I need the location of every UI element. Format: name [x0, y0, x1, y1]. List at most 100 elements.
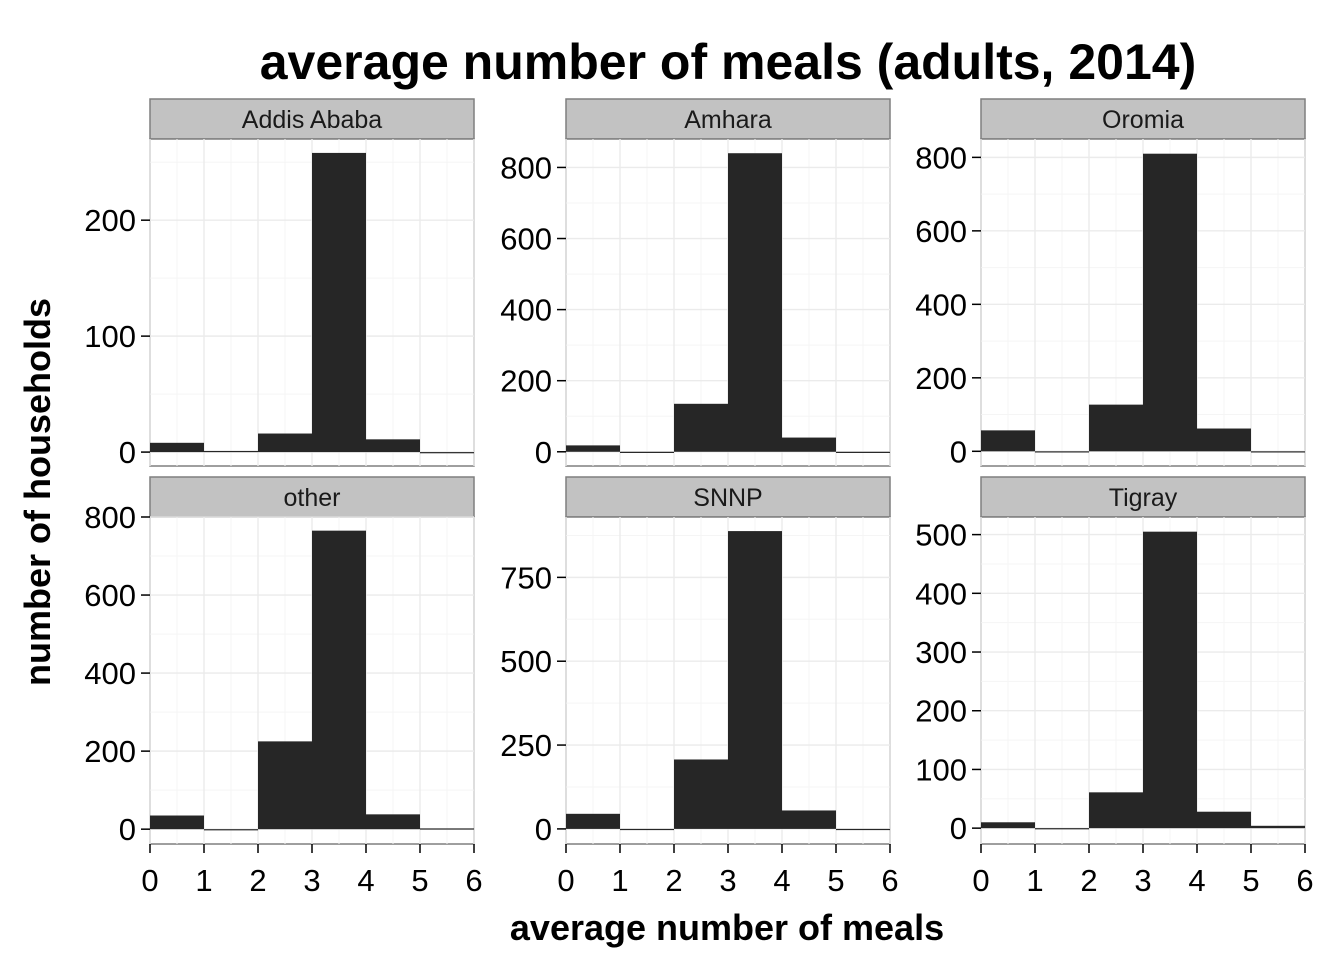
y-tick-label: 400 [500, 293, 552, 328]
y-tick-label: 200 [84, 734, 136, 769]
y-tick-label: 0 [119, 435, 136, 470]
y-tick-label: 0 [535, 812, 552, 847]
panel-strip-label-oromia: Oromia [1102, 106, 1184, 134]
panel-addis-ababa: Addis Ababa 0 100 200 [84, 98, 475, 470]
y-tick-label: 100 [915, 752, 967, 787]
bar-amhara-2-3 [674, 403, 728, 452]
y-tick-label: 400 [84, 656, 136, 691]
bar-oromia-5-6 [1251, 451, 1305, 453]
bar-amhara-3-4 [728, 153, 782, 452]
panel-snnp: SNNP 0 250 500 750 0 1 2 3 4 5 6 [500, 476, 899, 898]
panel-tigray: Tigray 0 100 200 300 400 500 0 1 2 3 4 5 6 [915, 476, 1314, 898]
y-tick-label: 300 [915, 635, 967, 670]
panels-layer: Addis Ababa0100200Amhara0200400600800Oro… [84, 98, 1314, 898]
x-tick-label: 0 [141, 863, 158, 898]
x-tick-label: 0 [972, 863, 989, 898]
y-tick-label: 500 [915, 518, 967, 553]
chart-title: average number of meals (adults, 2014) [260, 34, 1196, 90]
x-tick-label: 1 [1026, 863, 1043, 898]
panel-strip-snnp [565, 476, 891, 518]
y-tick-label: 100 [84, 319, 136, 354]
y-tick-label: 500 [500, 644, 552, 679]
y-tick-label: 600 [915, 214, 967, 249]
x-tick-label: 4 [357, 863, 374, 898]
bar-other-3-4 [312, 530, 366, 830]
bar-tigray-5-6 [1251, 825, 1305, 829]
bar-snnp-0-1 [566, 813, 620, 829]
x-tick-label: 5 [411, 863, 428, 898]
bar-tigray-0-1 [981, 822, 1035, 829]
panel-strip-label-other: other [284, 484, 341, 512]
bar-amhara-5-6 [836, 451, 890, 453]
bar-other-4-5 [366, 814, 420, 830]
panel-oromia: Oromia 0 200 400 600 800 [915, 98, 1306, 469]
y-tick-label: 0 [950, 811, 967, 846]
bar-other-2-3 [258, 741, 312, 830]
x-tick-label: 0 [557, 863, 574, 898]
x-tick-label: 2 [249, 863, 266, 898]
bar-oromia-3-4 [1143, 153, 1197, 452]
y-tick-label: 400 [915, 287, 967, 322]
bar-addis-ababa-1-2 [204, 450, 258, 453]
y-tick-label: 250 [500, 728, 552, 763]
y-tick-label: 200 [84, 203, 136, 238]
y-tick-label: 800 [915, 140, 967, 175]
bar-addis-ababa-5-6 [420, 452, 474, 454]
bar-oromia-0-1 [981, 430, 1035, 452]
y-tick-label: 0 [950, 434, 967, 469]
x-tick-label: 5 [1242, 863, 1259, 898]
x-tick-label: 6 [1296, 863, 1313, 898]
panel-strip-tigray [980, 476, 1306, 518]
x-tick-label: 3 [719, 863, 736, 898]
panel-strip-label-tigray: Tigray [1109, 484, 1178, 512]
bar-snnp-5-6 [836, 828, 890, 831]
y-tick-label: 800 [84, 500, 136, 535]
bar-other-0-1 [150, 815, 204, 830]
bar-amhara-0-1 [566, 445, 620, 452]
bar-addis-ababa-3-4 [312, 152, 366, 453]
y-axis-label: number of households [17, 298, 58, 686]
bar-addis-ababa-0-1 [150, 442, 204, 453]
bar-amhara-1-2 [620, 451, 674, 453]
panel-strip-label-amhara: Amhara [684, 106, 772, 134]
panel-other: other 0 200 400 600 800 0 1 2 3 4 5 6 [84, 476, 483, 898]
panel-strip-oromia [980, 98, 1306, 140]
y-tick-label: 200 [915, 361, 967, 396]
y-tick-label: 400 [915, 576, 967, 611]
bar-oromia-4-5 [1197, 428, 1251, 452]
x-tick-label: 1 [611, 863, 628, 898]
x-tick-label: 5 [827, 863, 844, 898]
y-tick-label: 200 [915, 694, 967, 729]
y-tick-label: 600 [500, 222, 552, 257]
bar-other-5-6 [420, 828, 474, 830]
bar-addis-ababa-4-5 [366, 439, 420, 453]
panel-strip-addis-ababa [149, 98, 475, 140]
x-tick-label: 2 [665, 863, 682, 898]
bar-other-1-2 [204, 829, 258, 831]
y-tick-label: 800 [500, 150, 552, 185]
panel-strip-amhara [565, 98, 891, 140]
panel-strip-other [149, 476, 475, 518]
bar-oromia-2-3 [1089, 404, 1143, 452]
x-tick-label: 2 [1080, 863, 1097, 898]
bar-amhara-4-5 [782, 437, 836, 452]
x-tick-label: 3 [1134, 863, 1151, 898]
bar-oromia-1-2 [1035, 451, 1089, 453]
panel-strip-label-addis-ababa: Addis Ababa [242, 106, 382, 134]
y-tick-label: 750 [500, 560, 552, 595]
x-tick-label: 4 [1188, 863, 1205, 898]
bar-snnp-2-3 [674, 759, 728, 829]
bar-tigray-4-5 [1197, 811, 1251, 829]
y-tick-label: 600 [84, 578, 136, 613]
bar-snnp-4-5 [782, 810, 836, 829]
x-axis-label: average number of meals [510, 907, 944, 948]
y-tick-label: 200 [500, 364, 552, 399]
bar-snnp-3-4 [728, 531, 782, 829]
x-tick-label: 4 [773, 863, 790, 898]
x-tick-label: 6 [465, 863, 482, 898]
x-tick-label: 1 [195, 863, 212, 898]
y-tick-label: 0 [119, 812, 136, 847]
bar-tigray-1-2 [1035, 828, 1089, 830]
x-tick-label: 3 [303, 863, 320, 898]
